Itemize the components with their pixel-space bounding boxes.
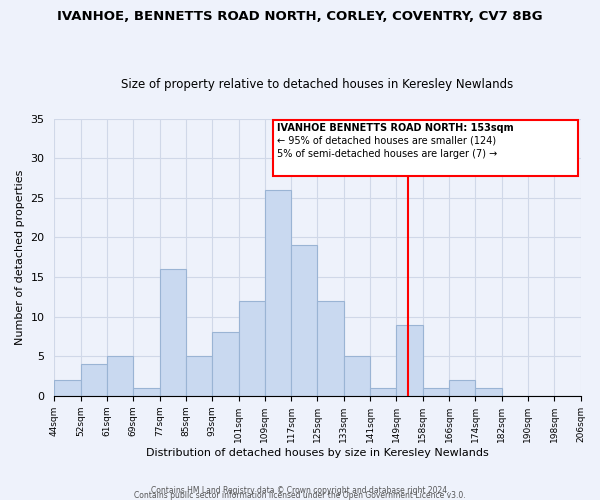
Bar (186, 356, 212, 396)
Bar (107, 356, 133, 396)
Text: IVANHOE, BENNETTS ROAD NORTH, CORLEY, COVENTRY, CV7 8BG: IVANHOE, BENNETTS ROAD NORTH, CORLEY, CO… (57, 10, 543, 23)
Bar (475, 388, 502, 396)
Bar (422, 388, 449, 396)
Bar (291, 246, 317, 396)
Bar (317, 301, 344, 396)
Bar (212, 332, 239, 396)
Bar (370, 388, 397, 396)
Bar (239, 301, 265, 396)
Bar (397, 324, 422, 396)
Bar (265, 190, 291, 396)
Bar (449, 380, 475, 396)
X-axis label: Distribution of detached houses by size in Keresley Newlands: Distribution of detached houses by size … (146, 448, 489, 458)
Y-axis label: Number of detached properties: Number of detached properties (15, 170, 25, 345)
Text: 5% of semi-detached houses are larger (7) →: 5% of semi-detached houses are larger (7… (277, 148, 497, 158)
Text: Contains public sector information licensed under the Open Government Licence v3: Contains public sector information licen… (134, 491, 466, 500)
Bar (133, 388, 160, 396)
Text: Contains HM Land Registry data © Crown copyright and database right 2024.: Contains HM Land Registry data © Crown c… (151, 486, 449, 495)
FancyBboxPatch shape (273, 120, 578, 176)
Text: ← 95% of detached houses are smaller (124): ← 95% of detached houses are smaller (12… (277, 136, 496, 146)
Title: Size of property relative to detached houses in Keresley Newlands: Size of property relative to detached ho… (121, 78, 514, 91)
Text: IVANHOE BENNETTS ROAD NORTH: 153sqm: IVANHOE BENNETTS ROAD NORTH: 153sqm (277, 124, 514, 134)
Bar (81, 364, 107, 396)
Bar (55, 380, 81, 396)
Bar (344, 356, 370, 396)
Bar (160, 269, 186, 396)
